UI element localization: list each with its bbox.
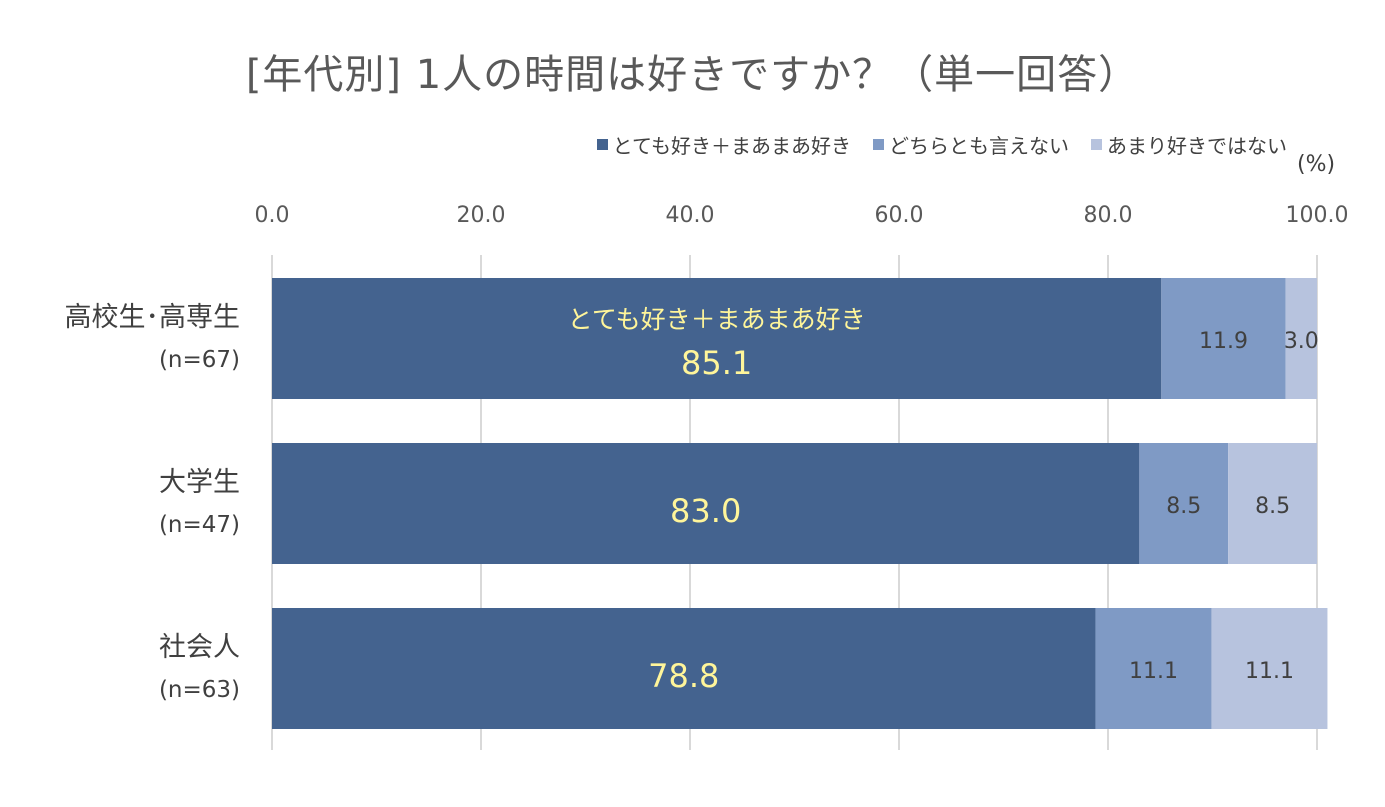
x-tick-label-5: 100.0 bbox=[1286, 203, 1349, 228]
data-label-2-1: 11.1 bbox=[1129, 659, 1178, 684]
legend-label-dislike: あまり好きではない bbox=[1107, 134, 1287, 158]
data-label-1-1: 8.5 bbox=[1166, 494, 1201, 519]
bar-segment-0-1 bbox=[1161, 278, 1286, 399]
x-tick-label-0: 0.0 bbox=[255, 203, 290, 228]
legend-item-like: とても好き＋まあまあ好き bbox=[596, 130, 851, 159]
legend-swatch-like bbox=[596, 139, 608, 150]
legend-label-neutral: どちらとも言えない bbox=[889, 134, 1069, 158]
x-tick-label-3: 60.0 bbox=[875, 203, 924, 228]
data-label-0-2: 3.0 bbox=[1284, 329, 1319, 354]
chart-title: [年代別] 1人の時間は好きですか？（単一回答） bbox=[245, 52, 1140, 98]
category-label-2: 社会人 bbox=[159, 632, 240, 663]
category-n-label-1: (n=47) bbox=[159, 512, 240, 538]
bar-segment-1-2 bbox=[1228, 443, 1317, 564]
x-tick-label-4: 80.0 bbox=[1084, 203, 1133, 228]
bar-segment-1-0 bbox=[272, 443, 1140, 564]
bar-segment-0-2 bbox=[1285, 278, 1317, 399]
legend-label-like: とても好き＋まあまあ好き bbox=[612, 134, 851, 158]
category-label-0: 高校生･高専生 bbox=[65, 302, 241, 333]
legend-swatch-neutral bbox=[873, 139, 884, 150]
category-label-1: 大学生 bbox=[159, 467, 240, 498]
legend-item-dislike: あまり好きではない bbox=[1091, 130, 1287, 159]
legend-item-neutral: どちらとも言えない bbox=[873, 130, 1069, 159]
bar-segment-1-1 bbox=[1139, 443, 1229, 564]
data-label-1-2: 8.5 bbox=[1255, 494, 1290, 519]
data-label-0-0: 85.1 bbox=[681, 344, 752, 382]
bar-segment-2-1 bbox=[1095, 608, 1212, 729]
x-tick-label-1: 20.0 bbox=[457, 203, 506, 228]
legend-swatch-dislike bbox=[1091, 139, 1102, 150]
unit-label: (%) bbox=[1297, 152, 1336, 177]
category-n-label-2: (n=63) bbox=[159, 677, 240, 703]
bar-segment-2-2 bbox=[1211, 608, 1328, 729]
bar-segment-2-0 bbox=[272, 608, 1096, 729]
legend: とても好き＋まあまあ好き どちらとも言えない あまり好きではない bbox=[596, 130, 1287, 159]
bar-segment-0-0 bbox=[272, 278, 1162, 399]
data-label-2-2: 11.1 bbox=[1245, 659, 1294, 684]
category-n-label-0: (n=67) bbox=[159, 347, 240, 373]
series-annotation: とても好き＋まあまあ好き bbox=[568, 305, 866, 334]
x-tick-label-2: 40.0 bbox=[666, 203, 715, 228]
data-label-1-0: 83.0 bbox=[670, 492, 741, 530]
data-label-0-1: 11.9 bbox=[1199, 329, 1248, 354]
data-label-2-0: 78.8 bbox=[648, 657, 719, 695]
